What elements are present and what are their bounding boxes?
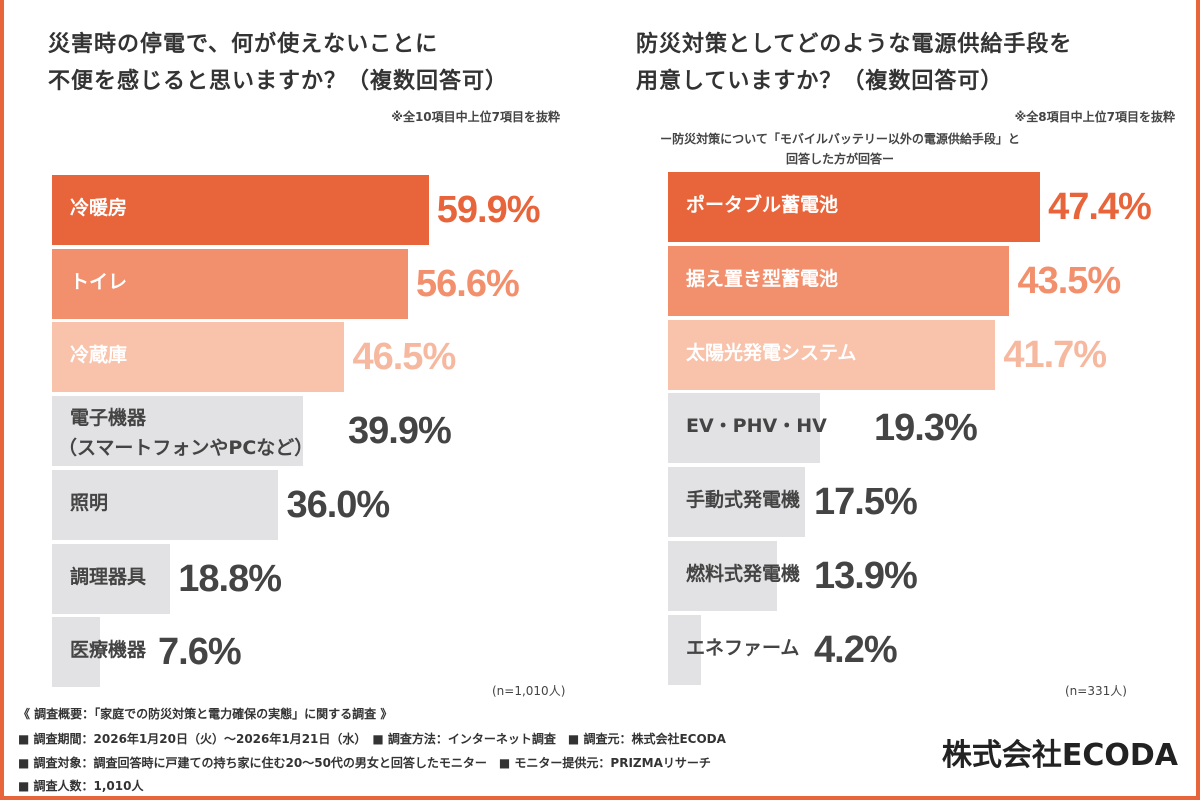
right-chart-title: 防災対策としてどのような電源供給手段を 用意していますか？（複数回答可）: [636, 26, 1072, 100]
bar-label-line: 手動式発電機: [686, 489, 801, 512]
left-sample-size: (n=1,010人): [492, 684, 566, 698]
bar-label-line: 冷蔵庫: [70, 344, 128, 367]
bar-label-line: EV・PHV・HV: [686, 415, 827, 438]
value-label: 7.6%: [158, 631, 242, 674]
bar-label: 冷蔵庫: [70, 343, 127, 367]
bar: [668, 393, 820, 464]
value-label: 43.5%: [1017, 259, 1121, 302]
bar-label-line: 電子機器: [70, 407, 147, 430]
title-line: 災害時の停電で、何が使えないことに: [48, 32, 439, 57]
title-line: 用意していますか？（複数回答可）: [636, 69, 1004, 94]
bar-label-line: 医療機器: [70, 639, 147, 662]
value-label: 4.2%: [814, 628, 898, 671]
bar-label: 太陽光発電システム: [686, 341, 856, 365]
survey-line-3: ■ 調査人数：1,010人: [18, 779, 144, 793]
bar-label: 照明: [70, 491, 108, 515]
survey-line-1: ■ 調査期間：2026年1月20日（火）～2026年1月21日（水） ■ 調査方…: [18, 732, 726, 746]
survey-heading: 《 調査概要：「家庭での防災対策と電力確保の実態」に関する調査 》: [18, 707, 393, 721]
bar-label: EV・PHV・HV: [686, 414, 827, 438]
bar-label: 調理器具: [70, 565, 146, 589]
bar-label: 電子機器 （スマートフォンやPCなど）: [58, 403, 313, 463]
bar-label: 手動式発電機: [686, 488, 800, 512]
bar: [668, 172, 1041, 242]
bar-label: 冷暖房: [70, 196, 127, 220]
survey-line-2: ■ 調査対象：調査回答時に戸建ての持ち家に住む20～50代の男女と回答したモニタ…: [18, 756, 711, 770]
right-sample-size: (n=331人): [1065, 684, 1127, 698]
bar-label-line: 据え置き型蓄電池: [686, 267, 839, 290]
value-label: 56.6%: [416, 262, 520, 305]
bar-label-line: 照明: [70, 491, 109, 514]
bar: [52, 543, 171, 614]
value-label: 36.0%: [286, 483, 390, 526]
left-note: ※全10項目中上位7項目を抜粋: [391, 110, 560, 124]
bar-label-line: ポータブル蓄電池: [686, 194, 839, 216]
value-label: 46.5%: [352, 336, 456, 379]
value-label: 17.5%: [814, 481, 918, 524]
value-label: 18.8%: [178, 557, 282, 600]
right-note: ※全8項目中上位7項目を抜粋: [1014, 110, 1175, 124]
title-line: 防災対策としてどのような電源供給手段を: [636, 32, 1073, 57]
value-label: 59.9%: [436, 189, 541, 231]
bar: [52, 617, 100, 688]
right-subnote: ー防災対策について「モバイルバッテリー以外の電源供給手段」と 回答した方が回答ー: [640, 129, 1040, 169]
subnote-line: 回答した方が回答ー: [785, 152, 894, 166]
bar: [52, 248, 408, 319]
bar-label: ポータブル蓄電池: [686, 193, 838, 217]
value-label: 41.7%: [1003, 333, 1107, 376]
bar: [52, 396, 303, 467]
bar-label: 据え置き型蓄電池: [686, 267, 838, 291]
bar-label: 燃料式発電機: [686, 562, 800, 586]
bar-label-line: 冷暖房: [70, 197, 128, 219]
value-label: 39.9%: [348, 410, 452, 453]
bar: [52, 469, 279, 540]
bar-label: 医療機器: [70, 638, 146, 662]
bar-label: エネファーム: [686, 636, 799, 660]
bar-label-line: （スマートフォンやPCなど）: [58, 437, 314, 460]
bar-label-line: エネファーム: [686, 636, 800, 659]
bar: [668, 467, 806, 538]
bar-label-line: 太陽光発電システム: [686, 341, 857, 364]
value-label: 47.4%: [1048, 186, 1152, 228]
value-label: 13.9%: [814, 555, 918, 597]
bar: [668, 245, 1010, 316]
value-label: 19.3%: [874, 407, 978, 450]
bar: [52, 322, 345, 393]
bar: [668, 614, 701, 685]
bar-label: トイレ: [70, 270, 127, 294]
bar: [52, 175, 429, 245]
title-line: 不便を感じると思いますか？（複数回答可）: [48, 69, 509, 94]
subnote-line: ー防災対策について「モバイルバッテリー以外の電源供給手段」と: [660, 132, 1020, 146]
left-chart-title: 災害時の停電で、何が使えないことに 不便を感じると思いますか？（複数回答可）: [48, 26, 508, 100]
bar-label-line: 燃料式発電機: [686, 563, 801, 585]
bar: [668, 319, 996, 390]
bar: [668, 541, 778, 611]
bar-label-line: 調理器具: [70, 565, 147, 588]
bar-label-line: トイレ: [70, 270, 128, 293]
company-logo: 株式会社ECODA: [941, 738, 1178, 773]
